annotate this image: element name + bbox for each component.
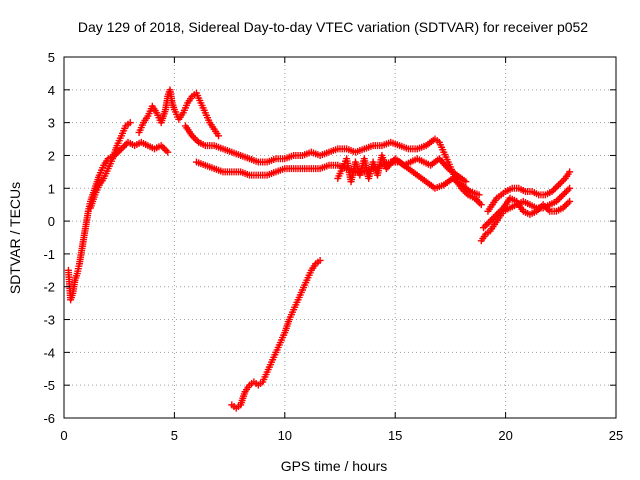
data-point	[316, 256, 324, 264]
data-point	[559, 191, 567, 199]
x-tick-label: 25	[609, 428, 623, 443]
data-point	[480, 224, 488, 232]
y-tick-label: 1	[48, 181, 55, 196]
data-point	[474, 197, 482, 205]
data-point	[162, 147, 170, 155]
data-point	[481, 222, 489, 230]
data-point	[562, 188, 570, 196]
data-point	[561, 189, 569, 197]
y-tick-label: -2	[43, 280, 55, 295]
data-point	[159, 143, 167, 151]
data-point	[556, 194, 564, 202]
y-tick-label: -6	[43, 411, 55, 426]
x-tick-label: 0	[60, 428, 67, 443]
ticks-layer: -6 -5 -4 -3 -2 -1 0 1 2 3 4 5 0 5 10 15 20 25	[43, 50, 623, 443]
data-point	[564, 186, 572, 194]
data-point	[191, 135, 199, 143]
y-axis-label: SDTVAR / TECUs	[7, 182, 23, 294]
data-point	[555, 181, 563, 189]
data-point	[566, 197, 574, 205]
data-point	[553, 183, 561, 191]
chart-title: Day 129 of 2018, Sidereal Day-to-day VTE…	[78, 19, 588, 35]
plot-frame	[63, 56, 617, 419]
data-points-layer	[64, 86, 574, 412]
x-tick-label: 5	[171, 428, 178, 443]
y-tick-label: -1	[43, 247, 55, 262]
y-tick-label: 3	[48, 116, 55, 131]
y-tick-label: -4	[43, 345, 55, 360]
data-point	[558, 178, 566, 186]
y-tick-label: -5	[43, 378, 55, 393]
x-tick-label: 15	[388, 428, 402, 443]
data-point	[566, 184, 574, 192]
data-point	[215, 132, 223, 140]
data-point	[564, 199, 572, 207]
data-point	[119, 143, 127, 151]
data-point	[551, 184, 559, 192]
y-tick-label: -3	[43, 313, 55, 328]
data-point	[477, 201, 485, 209]
data-point	[462, 178, 470, 186]
data-point	[117, 145, 125, 153]
data-point	[557, 192, 565, 200]
data-point	[562, 201, 570, 209]
y-tick-label: 2	[48, 148, 55, 163]
data-point	[164, 148, 172, 156]
data-point	[483, 220, 491, 228]
x-axis-label: GPS time / hours	[281, 458, 388, 474]
data-point	[556, 179, 564, 187]
x-tick-label: 10	[278, 428, 292, 443]
data-point	[484, 219, 492, 227]
y-tick-label: 4	[48, 83, 55, 98]
data-point	[126, 119, 134, 127]
x-tick-label: 20	[498, 428, 512, 443]
data-point	[476, 199, 484, 207]
y-tick-label: 5	[48, 50, 55, 65]
data-point	[566, 168, 574, 176]
y-tick-label: 0	[48, 214, 55, 229]
data-point	[536, 204, 544, 212]
data-point	[475, 191, 483, 199]
